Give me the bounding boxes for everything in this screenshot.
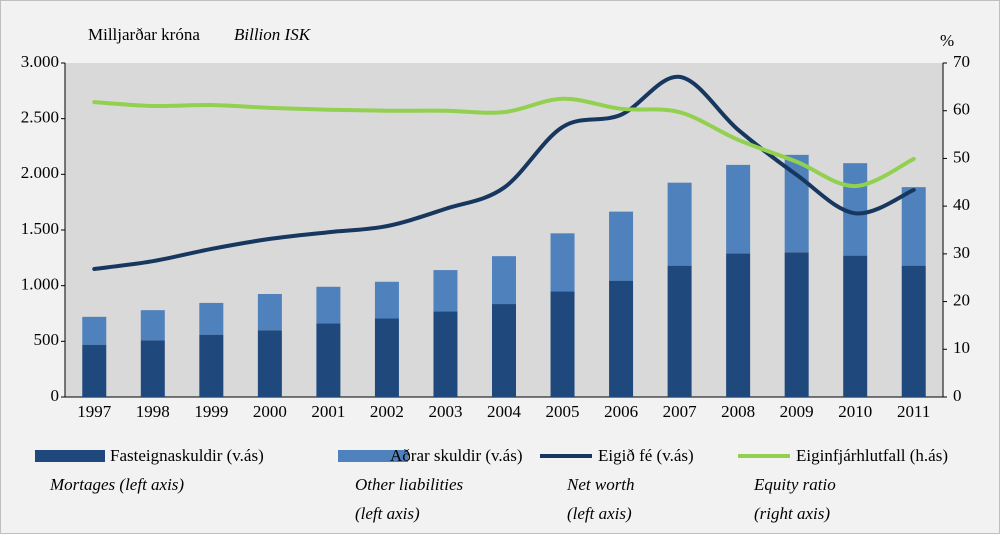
legend-label: Eigið fé (v.ás) — [598, 446, 694, 465]
y-tick-label: 2.500 — [21, 108, 59, 127]
bar — [901, 265, 926, 397]
bar — [492, 304, 516, 397]
legend-note: (left axis) — [567, 504, 632, 523]
x-tick-label: 2000 — [253, 402, 287, 421]
bar — [140, 340, 165, 397]
y2-tick-label: 0 — [953, 386, 962, 405]
bar — [843, 255, 868, 397]
y2-tick-label: 60 — [953, 100, 970, 119]
legend-note: Net worth — [566, 475, 635, 494]
x-tick-label: 2007 — [663, 402, 698, 421]
legend-label: Aðrar skuldir (v.ás) — [390, 446, 523, 465]
legend-note: (right axis) — [754, 504, 830, 523]
y-tick-label: 0 — [51, 386, 60, 405]
x-tick-label: 2001 — [311, 402, 345, 421]
bar — [82, 316, 107, 345]
x-tick-label: 1997 — [77, 402, 112, 421]
legend-label: Eiginfjárhlutfall (h.ás) — [796, 446, 948, 465]
bar — [140, 310, 165, 341]
x-tick-label: 2003 — [428, 402, 462, 421]
bar — [901, 187, 926, 266]
legend-note: Equity ratio — [753, 475, 836, 494]
y-tick-label: 3.000 — [21, 52, 59, 71]
bar — [199, 334, 224, 397]
legend-label: Fasteignaskuldir (v.ás) — [110, 446, 264, 465]
x-tick-label: 2006 — [604, 402, 638, 421]
chart-title: Milljarðar króna — [88, 25, 200, 44]
bar — [433, 311, 458, 397]
y-tick-label: 500 — [34, 330, 60, 349]
legend-note: (left axis) — [355, 504, 420, 523]
line — [92, 74, 916, 271]
x-tick-label: 2010 — [838, 402, 872, 421]
legend-swatch — [338, 450, 408, 462]
bar — [433, 270, 458, 312]
y-tick-label: 2.000 — [21, 163, 59, 182]
x-tick-label: 1998 — [136, 402, 170, 421]
bar — [82, 344, 107, 397]
bar — [257, 294, 282, 331]
bar — [257, 330, 282, 397]
x-tick-label: 2009 — [780, 402, 814, 421]
bar — [550, 291, 575, 397]
bar — [316, 323, 341, 397]
y2-tick-label: 40 — [953, 195, 970, 214]
line — [92, 96, 916, 189]
bar — [609, 280, 634, 397]
chart-title-en: Billion ISK — [234, 25, 312, 44]
bar — [492, 256, 516, 305]
bar — [316, 286, 341, 324]
y-tick-label: 1.500 — [21, 219, 59, 238]
x-tick-label: 2004 — [487, 402, 522, 421]
y-tick-label: 1.000 — [21, 275, 59, 294]
bar — [667, 182, 692, 266]
bar — [550, 233, 575, 292]
y2-tick-label: 30 — [953, 243, 970, 262]
legend-note: Other liabilities — [355, 475, 464, 494]
bar — [667, 265, 692, 397]
x-tick-label: 2002 — [370, 402, 404, 421]
bar — [784, 252, 809, 397]
bar — [726, 164, 751, 254]
x-tick-label: 1999 — [194, 402, 228, 421]
y2-tick-label: 50 — [953, 147, 970, 166]
bar — [374, 281, 399, 319]
legend-swatch — [35, 450, 105, 462]
y2-axis-label: % — [940, 31, 954, 50]
bar — [199, 302, 224, 335]
y2-tick-label: 20 — [953, 290, 970, 309]
x-tick-label: 2008 — [721, 402, 755, 421]
bar — [609, 211, 634, 281]
y2-tick-label: 70 — [953, 52, 970, 71]
legend-note: Mortages (left axis) — [49, 475, 184, 494]
bar — [374, 318, 399, 397]
x-tick-label: 2005 — [546, 402, 580, 421]
bar — [726, 253, 751, 397]
y2-tick-label: 10 — [953, 338, 970, 357]
x-tick-label: 2011 — [897, 402, 930, 421]
